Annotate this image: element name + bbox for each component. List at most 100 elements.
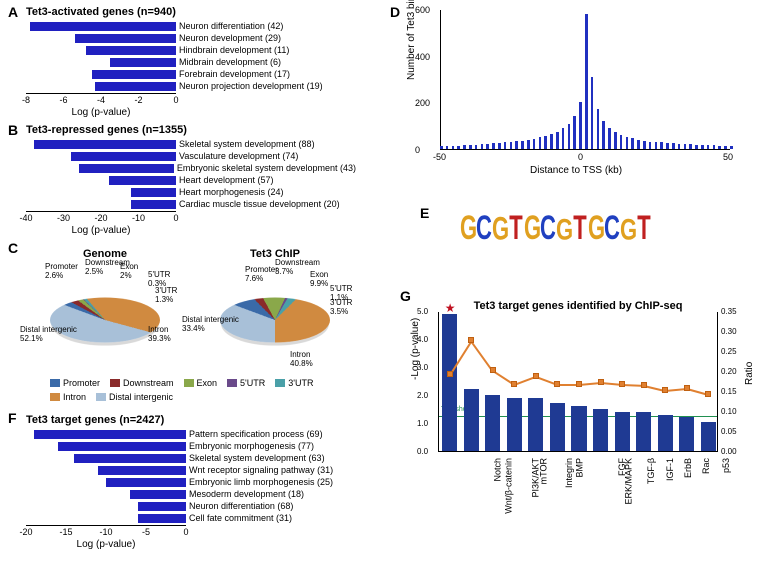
pie-slice-label: 3'UTR1.3%	[155, 286, 177, 304]
hist-bar	[660, 142, 663, 149]
gbar	[658, 415, 673, 451]
panel-g-ylabel-left: -Log (p-value)	[410, 318, 421, 380]
pie-slice-label: Promoter2.6%	[45, 262, 78, 280]
hist-bar	[498, 143, 501, 149]
hbar-bar	[92, 70, 176, 79]
panel-f-xaxis: -20-15-10-50	[26, 525, 186, 539]
axis-tick: 0	[173, 213, 178, 223]
gbar	[528, 398, 543, 451]
hbar-label: Wnt receptor signaling pathway (31)	[189, 465, 333, 475]
hist-bar	[666, 143, 669, 149]
axis-tick: 0.20	[721, 367, 737, 376]
legend-label: Distal intergenic	[109, 392, 173, 402]
axis-tick: 0	[578, 152, 583, 162]
axis-tick: -50	[433, 152, 446, 162]
panel-f-bars: Pattern specification process (69)Embryo…	[26, 428, 366, 524]
gbar	[593, 409, 608, 451]
axis-tick: -20	[94, 213, 107, 223]
hist-bar	[510, 142, 513, 149]
legend-item: Exon	[184, 378, 218, 388]
motif-letter: G	[588, 216, 604, 242]
axis-tick: -10	[99, 527, 112, 537]
pie-slice-label: Distal intergenic33.4%	[182, 315, 239, 333]
hist-bar	[556, 132, 559, 149]
ratio-point	[662, 387, 668, 393]
axis-tick: -10	[132, 213, 145, 223]
legend-swatch	[50, 379, 60, 387]
hist-bar	[469, 145, 472, 149]
hist-bar	[684, 144, 687, 149]
hist-bar	[527, 140, 530, 149]
axis-tick: -8	[22, 95, 30, 105]
panel-d-xlabel: Distance to TSS (kb)	[530, 165, 622, 176]
axis-tick: 0	[415, 145, 420, 155]
gbar	[571, 406, 586, 451]
panel-e-motif: GCGTGCGTGCGT	[460, 225, 652, 242]
hbar-bar	[131, 188, 176, 197]
legend-swatch	[50, 393, 60, 401]
axis-tick: 50	[723, 152, 733, 162]
gbar-category: Rac	[701, 458, 711, 474]
gbar-category: Wnt/β-catenin	[503, 458, 513, 514]
hist-bar	[452, 146, 455, 149]
hbar-label: Neuron differentiation (68)	[189, 501, 293, 511]
panel-b-xaxis: -40-30-20-100	[26, 211, 176, 225]
hbar-bar	[95, 82, 176, 91]
ratio-point	[641, 382, 647, 388]
panel-c-legend: PromoterDownstreamExon5'UTR3'UTRIntronDi…	[50, 378, 350, 402]
hist-bar	[718, 146, 721, 149]
hbar-label: Cell fate commitment (31)	[189, 513, 292, 523]
axis-tick: 1.0	[417, 419, 428, 428]
panel-c-genome: Genome Promoter2.6%Downstream2.5%Exon2%5…	[30, 248, 180, 370]
axis-tick: -2	[134, 95, 142, 105]
hist-bar	[701, 145, 704, 149]
hbar-label: Neuron development (29)	[179, 33, 281, 43]
panel-d-label: D	[390, 4, 400, 20]
panel-a-xlabel: Log (p-value)	[26, 107, 176, 118]
panel-f-chart: Tet3 target genes (n=2427) Pattern speci…	[26, 414, 366, 550]
axis-tick: 0.25	[721, 347, 737, 356]
hist-bar	[521, 141, 524, 149]
panel-a-label: A	[8, 4, 18, 20]
hist-bar	[730, 146, 733, 149]
legend-item: 3'UTR	[275, 378, 313, 388]
panel-d-ylabel: Number of Tet3 binding sites	[406, 0, 417, 80]
hbar-bar	[110, 58, 176, 67]
axis-tick: 2.0	[417, 391, 428, 400]
hist-bar	[440, 146, 443, 149]
legend-label: Exon	[197, 378, 218, 388]
hbar-bar	[109, 176, 177, 185]
panel-b-xlabel: Log (p-value)	[26, 225, 176, 236]
motif-letter: C	[604, 216, 620, 242]
hbar-bar	[106, 478, 186, 487]
hist-bar	[573, 116, 576, 149]
hist-bar	[649, 142, 652, 149]
motif-letter: T	[572, 216, 588, 242]
hbar-bar	[138, 514, 186, 523]
panel-g-area: 0.01.02.03.04.05.00.000.050.100.150.200.…	[438, 312, 718, 452]
legend-item: Intron	[50, 392, 86, 402]
ratio-point	[684, 385, 690, 391]
hist-bar	[475, 145, 478, 149]
hbar-bar	[34, 430, 186, 439]
hist-bar	[446, 146, 449, 149]
hbar-bar	[74, 454, 186, 463]
pie-slice-label: Exon9.9%	[310, 270, 328, 288]
axis-tick: 5.0	[417, 307, 428, 316]
axis-tick: -15	[59, 527, 72, 537]
motif-letter: G	[620, 219, 636, 242]
axis-tick: 0	[183, 527, 188, 537]
hbar-label: Forebrain development (17)	[179, 69, 290, 79]
hbar-label: Pattern specification process (69)	[189, 429, 323, 439]
axis-tick: -30	[57, 213, 70, 223]
motif-letter: G	[556, 219, 572, 242]
gbar	[615, 412, 630, 451]
gbar-category: BMP	[575, 458, 585, 478]
hist-bar	[620, 135, 623, 149]
pie-slice-label: Exon2%	[120, 262, 138, 280]
panel-c-chip: Tet3 ChIP Promoter7.6%Downstream3.7%Exon…	[200, 248, 350, 370]
panel-a-bars: Neuron differentiation (42)Neuron develo…	[26, 20, 356, 92]
ratio-point	[554, 381, 560, 387]
hbar-bar	[34, 140, 177, 149]
motif-letter: G	[524, 216, 540, 242]
